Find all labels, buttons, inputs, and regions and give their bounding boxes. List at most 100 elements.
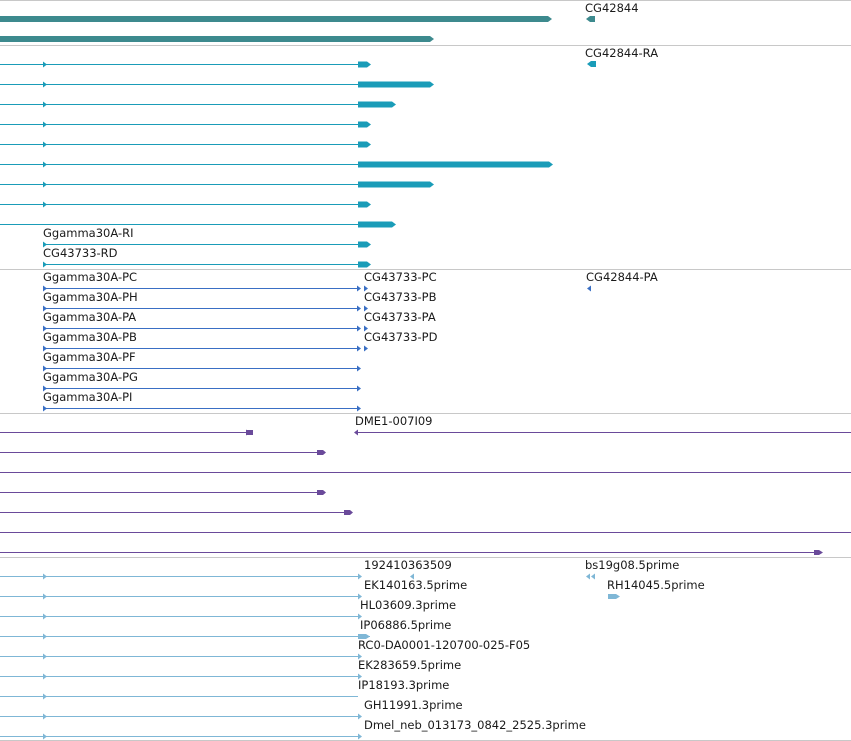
est-arrow bbox=[43, 613, 47, 620]
mrna-exon-block[interactable] bbox=[358, 81, 434, 88]
cds-end-arrow bbox=[357, 365, 361, 372]
mrna-start-arrow bbox=[43, 121, 47, 128]
clone-end-block[interactable] bbox=[317, 450, 326, 455]
cds-start-arrow bbox=[43, 365, 47, 372]
protein-label: CG43733-PD bbox=[364, 330, 438, 344]
mrna-exon-block[interactable] bbox=[358, 241, 371, 248]
mrna-start-arrow bbox=[43, 161, 47, 168]
protein-label: CG42844-PA bbox=[586, 270, 658, 284]
protein-label: CG43733-PA bbox=[364, 310, 436, 324]
mrna-exon-block[interactable] bbox=[591, 61, 596, 67]
cds-end-arrow bbox=[357, 285, 361, 292]
est-label: EK140163.5prime bbox=[364, 578, 467, 592]
cds-end-arrow bbox=[357, 305, 361, 312]
cds-start-arrow bbox=[43, 345, 47, 352]
est-arrow bbox=[410, 573, 414, 580]
protein-label: Ggamma30A-PI bbox=[43, 390, 132, 404]
est-arrow bbox=[43, 573, 47, 580]
est-arrow bbox=[43, 693, 47, 700]
est-arrow bbox=[358, 673, 362, 680]
mrna-exon-block[interactable] bbox=[358, 201, 371, 208]
est-label: GH11991.3prime bbox=[364, 698, 463, 712]
gene-label: CG42844 bbox=[585, 1, 639, 15]
mrna-start-arrow bbox=[43, 201, 47, 208]
clone-end-block[interactable] bbox=[246, 430, 253, 435]
protein-label: CG43733-PC bbox=[364, 270, 437, 284]
cds-end-arrow bbox=[364, 305, 368, 312]
est-label: IP06886.5prime bbox=[360, 618, 451, 632]
est-arrow bbox=[358, 653, 362, 660]
mrna-exon-block[interactable] bbox=[358, 221, 396, 228]
mrna-label: CG42844-RA bbox=[585, 46, 658, 60]
est-arrow bbox=[43, 633, 47, 640]
cds-end-arrow bbox=[357, 385, 361, 392]
est-label: 192410363509 bbox=[364, 558, 452, 572]
protein-label: Ggamma30A-PA bbox=[43, 310, 136, 324]
est-arrow bbox=[358, 593, 362, 600]
mrna-exon-block[interactable] bbox=[358, 101, 396, 108]
mrna-start-arrow bbox=[43, 81, 47, 88]
mrna-label: CG43733-RD bbox=[43, 246, 118, 260]
est-block[interactable] bbox=[358, 634, 370, 639]
mrna-exon-block[interactable] bbox=[358, 161, 553, 168]
est-arrow bbox=[43, 733, 47, 740]
cds-strand-arrow bbox=[587, 285, 591, 292]
clone-end-block[interactable] bbox=[317, 490, 326, 495]
est-arrow bbox=[358, 613, 362, 620]
cds-end-arrow bbox=[364, 325, 368, 332]
gene-strand-arrow bbox=[586, 16, 590, 22]
gene-feature[interactable] bbox=[0, 36, 434, 42]
protein-label: Ggamma30A-PC bbox=[43, 270, 137, 284]
gene-feature[interactable] bbox=[0, 16, 552, 22]
est-block[interactable] bbox=[608, 594, 620, 599]
clone-end-block[interactable] bbox=[814, 550, 823, 555]
cds-start-arrow bbox=[43, 285, 47, 292]
mrna-strand-arrow bbox=[587, 61, 591, 67]
clone-label: DME1-007I09 bbox=[355, 414, 433, 428]
cds-start-arrow bbox=[43, 405, 47, 412]
mrna-exon-block[interactable] bbox=[358, 61, 371, 68]
est-arrow bbox=[43, 653, 47, 660]
est-label: RC0-DA0001-120700-025-F05 bbox=[358, 638, 530, 652]
est-label: Dmel_neb_013173_0842_2525.3prime bbox=[364, 718, 586, 732]
cds-end-arrow bbox=[364, 345, 368, 352]
cds-start-arrow bbox=[43, 325, 47, 332]
cds-end-arrow bbox=[364, 285, 368, 292]
mrna-start-arrow bbox=[43, 181, 47, 188]
mrna-start-arrow bbox=[43, 141, 47, 148]
clone-start-arrow bbox=[354, 429, 358, 436]
mrna-label: Ggamma30A-RI bbox=[43, 226, 134, 240]
protein-label: Ggamma30A-PF bbox=[43, 350, 136, 364]
mrna-exon-block[interactable] bbox=[358, 141, 371, 148]
mrna-exon-block[interactable] bbox=[358, 181, 434, 188]
mrna-exon-block[interactable] bbox=[358, 121, 371, 128]
cds-start-arrow bbox=[43, 305, 47, 312]
protein-label: CG43733-PB bbox=[364, 290, 437, 304]
gene-feature[interactable] bbox=[590, 16, 595, 22]
est-label: bs19g08.5prime bbox=[585, 558, 679, 572]
cds-end-arrow bbox=[357, 405, 361, 412]
mrna-exon-block[interactable] bbox=[358, 261, 371, 268]
clone-end-block[interactable] bbox=[344, 510, 353, 515]
est-arrow bbox=[358, 733, 362, 740]
mrna-start-arrow bbox=[43, 101, 47, 108]
est-label: RH14045.5prime bbox=[607, 578, 705, 592]
protein-label: Ggamma30A-PG bbox=[43, 370, 138, 384]
mrna-start-arrow bbox=[43, 261, 47, 268]
est-arrow bbox=[43, 673, 47, 680]
mrna-start-arrow bbox=[43, 61, 47, 68]
cds-end-arrow bbox=[357, 325, 361, 332]
est-arrow bbox=[586, 573, 590, 580]
est-arrow bbox=[43, 713, 47, 720]
est-arrow bbox=[358, 573, 362, 580]
est-arrow bbox=[358, 713, 362, 720]
protein-label: Ggamma30A-PH bbox=[43, 290, 138, 304]
est-arrow bbox=[591, 573, 595, 580]
est-label: HL03609.3prime bbox=[360, 598, 456, 612]
cds-end-arrow bbox=[357, 345, 361, 352]
est-label: EK283659.5prime bbox=[358, 658, 461, 672]
cds-start-arrow bbox=[43, 385, 47, 392]
est-arrow bbox=[43, 593, 47, 600]
est-label: IP18193.3prime bbox=[358, 678, 449, 692]
